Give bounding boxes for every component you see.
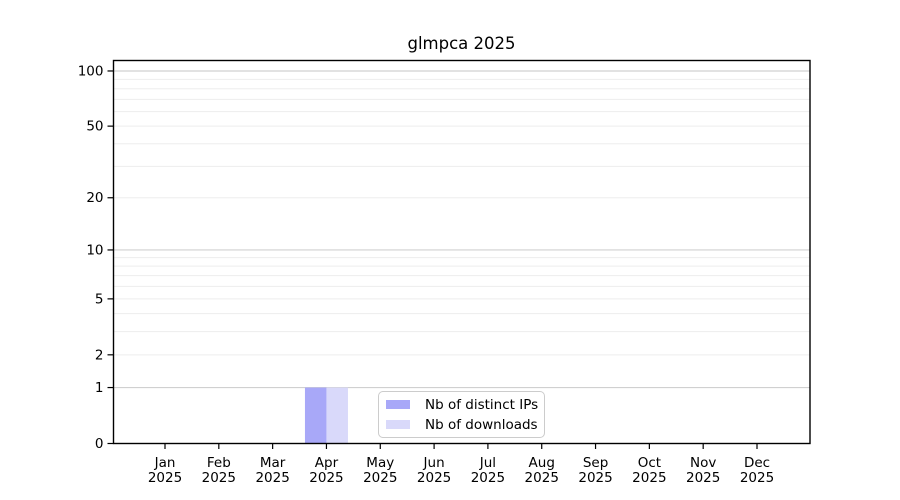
- x-tick-label: Feb 2025: [202, 455, 236, 486]
- y-tick-label: 0: [95, 436, 104, 452]
- x-tick-label: Jul 2025: [471, 455, 505, 486]
- x-tick-label: Jan 2025: [148, 455, 182, 486]
- x-tick-label: May 2025: [363, 455, 397, 486]
- legend-item-downloads: Nb of downloads: [386, 416, 538, 433]
- y-tick-label: 10: [86, 242, 103, 258]
- y-tick-label: 2: [95, 347, 104, 363]
- y-tick-label: 20: [86, 190, 103, 206]
- bar-nb-of-downloads: [326, 387, 348, 444]
- legend-item-distinct-ips: Nb of distinct IPs: [386, 396, 539, 413]
- bar-nb-of-distinct-ips: [304, 387, 327, 444]
- legend: Nb of distinct IPs Nb of downloads: [378, 391, 545, 438]
- x-tick-label: Aug 2025: [525, 455, 559, 486]
- y-tick-label: 100: [78, 63, 104, 79]
- x-tick-label: Dec 2025: [740, 455, 774, 486]
- x-tick-label: Sep 2025: [578, 455, 612, 486]
- y-tick-label: 5: [95, 291, 104, 307]
- plot-border: [112, 59, 811, 445]
- x-tick-label: Oct 2025: [632, 455, 666, 486]
- legend-swatch-distinct-ips: [386, 400, 410, 409]
- y-tick-label: 50: [86, 119, 103, 135]
- legend-label-distinct-ips: Nb of distinct IPs: [425, 396, 539, 413]
- x-tick-label: Nov 2025: [686, 455, 720, 486]
- chart-title: glmpca 2025: [407, 34, 516, 53]
- legend-label-downloads: Nb of downloads: [425, 416, 538, 433]
- y-tick-label: 1: [95, 380, 104, 396]
- x-tick-label: Jun 2025: [417, 455, 451, 486]
- x-tick-label: Apr 2025: [309, 455, 343, 486]
- legend-swatch-downloads: [386, 420, 410, 429]
- x-tick-label: Mar 2025: [255, 455, 289, 486]
